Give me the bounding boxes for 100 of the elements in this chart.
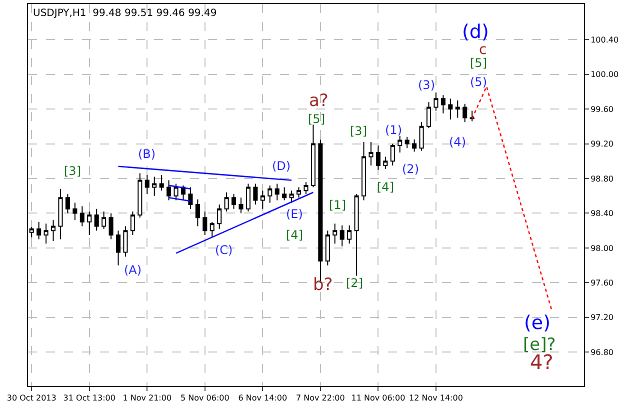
annotation: [5] bbox=[470, 56, 487, 70]
candlestick bbox=[253, 183, 258, 206]
candlestick bbox=[51, 220, 56, 242]
candlestick bbox=[159, 174, 164, 192]
x-tick-label: 7 Nov 22:00 bbox=[296, 394, 345, 403]
candlestick bbox=[58, 188, 63, 240]
candlestick bbox=[232, 194, 236, 210]
x-tick-label: 6 Nov 14:00 bbox=[238, 394, 288, 403]
candlestick bbox=[144, 174, 150, 195]
candlestick bbox=[304, 181, 308, 195]
candlestick bbox=[296, 186, 302, 198]
candlestick bbox=[174, 183, 178, 201]
candlestick bbox=[426, 102, 432, 129]
candlestick bbox=[289, 190, 294, 204]
annotation: [3] bbox=[350, 124, 367, 138]
y-tick-label: 96.80 bbox=[590, 348, 614, 357]
candlestick bbox=[238, 197, 244, 214]
candlestick bbox=[310, 124, 316, 188]
x-tick-label: 1 Nov 21:00 bbox=[122, 394, 172, 403]
x-tick-label: 12 Nov 14:00 bbox=[409, 394, 463, 403]
annotation: (4) bbox=[449, 135, 466, 149]
annotation: (3) bbox=[418, 78, 435, 92]
candlestick bbox=[138, 172, 142, 218]
annotation: (A) bbox=[124, 263, 142, 277]
candlestick bbox=[123, 226, 128, 258]
candlestick bbox=[188, 186, 193, 210]
x-tick-label: 5 Nov 06:00 bbox=[180, 394, 230, 403]
candlestick bbox=[434, 92, 438, 112]
candlestick bbox=[152, 176, 157, 196]
candlestick bbox=[224, 192, 229, 212]
candlestick bbox=[274, 183, 280, 201]
candlestick bbox=[332, 223, 338, 244]
candlestick bbox=[36, 221, 42, 240]
candlestick bbox=[354, 194, 359, 276]
candlestick bbox=[108, 212, 114, 240]
annotation: [4] bbox=[286, 228, 303, 242]
candlestick bbox=[102, 211, 106, 230]
annotation: [1] bbox=[329, 198, 346, 212]
candlestick bbox=[80, 206, 84, 227]
candlestick bbox=[210, 221, 214, 238]
candlestick bbox=[166, 180, 172, 201]
annotation: a? bbox=[309, 91, 328, 111]
annotation: (B) bbox=[138, 147, 156, 161]
annotation: [5] bbox=[308, 112, 325, 126]
y-tick-label: 99.20 bbox=[590, 140, 614, 149]
candlestick bbox=[455, 100, 460, 118]
annotation: (e) bbox=[524, 312, 551, 334]
candlestick bbox=[412, 138, 417, 152]
candlestick bbox=[362, 142, 366, 201]
annotation: (5) bbox=[470, 75, 487, 89]
candlestick bbox=[325, 230, 330, 266]
annotation: [4] bbox=[377, 180, 394, 194]
x-tick-label: 11 Nov 06:00 bbox=[351, 394, 406, 403]
annotation: [e]? bbox=[523, 335, 556, 355]
y-tick-label: 99.60 bbox=[590, 104, 614, 114]
candlestick bbox=[448, 98, 453, 120]
candlestick bbox=[398, 135, 402, 153]
annotation: [2] bbox=[346, 276, 363, 290]
y-tick-label: 98.80 bbox=[590, 174, 614, 184]
candlestick bbox=[130, 211, 135, 236]
candlestick bbox=[65, 194, 70, 214]
candlestick bbox=[419, 122, 424, 152]
candlestick bbox=[260, 190, 265, 210]
candlestick bbox=[94, 208, 99, 232]
candlestick bbox=[268, 184, 272, 204]
annotation: (C) bbox=[215, 243, 233, 257]
y-tick-label: 97.60 bbox=[590, 278, 614, 288]
y-tick-label: 100.40 bbox=[590, 35, 619, 44]
candlestick bbox=[383, 156, 388, 170]
candlestick bbox=[246, 183, 250, 212]
annotation: c bbox=[479, 42, 487, 58]
y-tick-label: 97.20 bbox=[590, 313, 614, 322]
candlestick bbox=[440, 94, 446, 114]
annotation: (1) bbox=[385, 123, 402, 137]
candlestick bbox=[340, 224, 344, 247]
candlestick bbox=[470, 110, 474, 122]
candlestick bbox=[462, 103, 468, 123]
annotation: b? bbox=[313, 275, 333, 295]
x-tick-label: 30 Oct 2013 bbox=[6, 394, 56, 403]
candlestick bbox=[376, 145, 380, 170]
annotation: (2) bbox=[402, 162, 419, 176]
candlestick bbox=[404, 136, 410, 149]
y-tick-label: 98.40 bbox=[590, 209, 614, 218]
candlestick bbox=[116, 230, 121, 266]
y-tick-label: 100.00 bbox=[590, 70, 619, 80]
candlestick bbox=[87, 211, 92, 236]
candlestick bbox=[44, 223, 48, 244]
candlestick bbox=[72, 202, 78, 221]
annotation: [3] bbox=[64, 164, 81, 178]
candlestick bbox=[217, 204, 222, 230]
candlestick bbox=[347, 224, 352, 244]
candlestick bbox=[390, 143, 395, 166]
candlestick bbox=[202, 211, 208, 236]
y-tick-label: 98.00 bbox=[590, 244, 614, 253]
candlestick bbox=[195, 198, 200, 227]
x-tick-label: 31 Oct 13:00 bbox=[63, 394, 116, 403]
annotation: (d) bbox=[462, 21, 489, 43]
annotation: (D) bbox=[272, 159, 291, 173]
annotation: (E) bbox=[286, 207, 303, 221]
chart-title: USDJPY,H1 99.48 99.51 99.46 99.49 bbox=[33, 8, 217, 19]
